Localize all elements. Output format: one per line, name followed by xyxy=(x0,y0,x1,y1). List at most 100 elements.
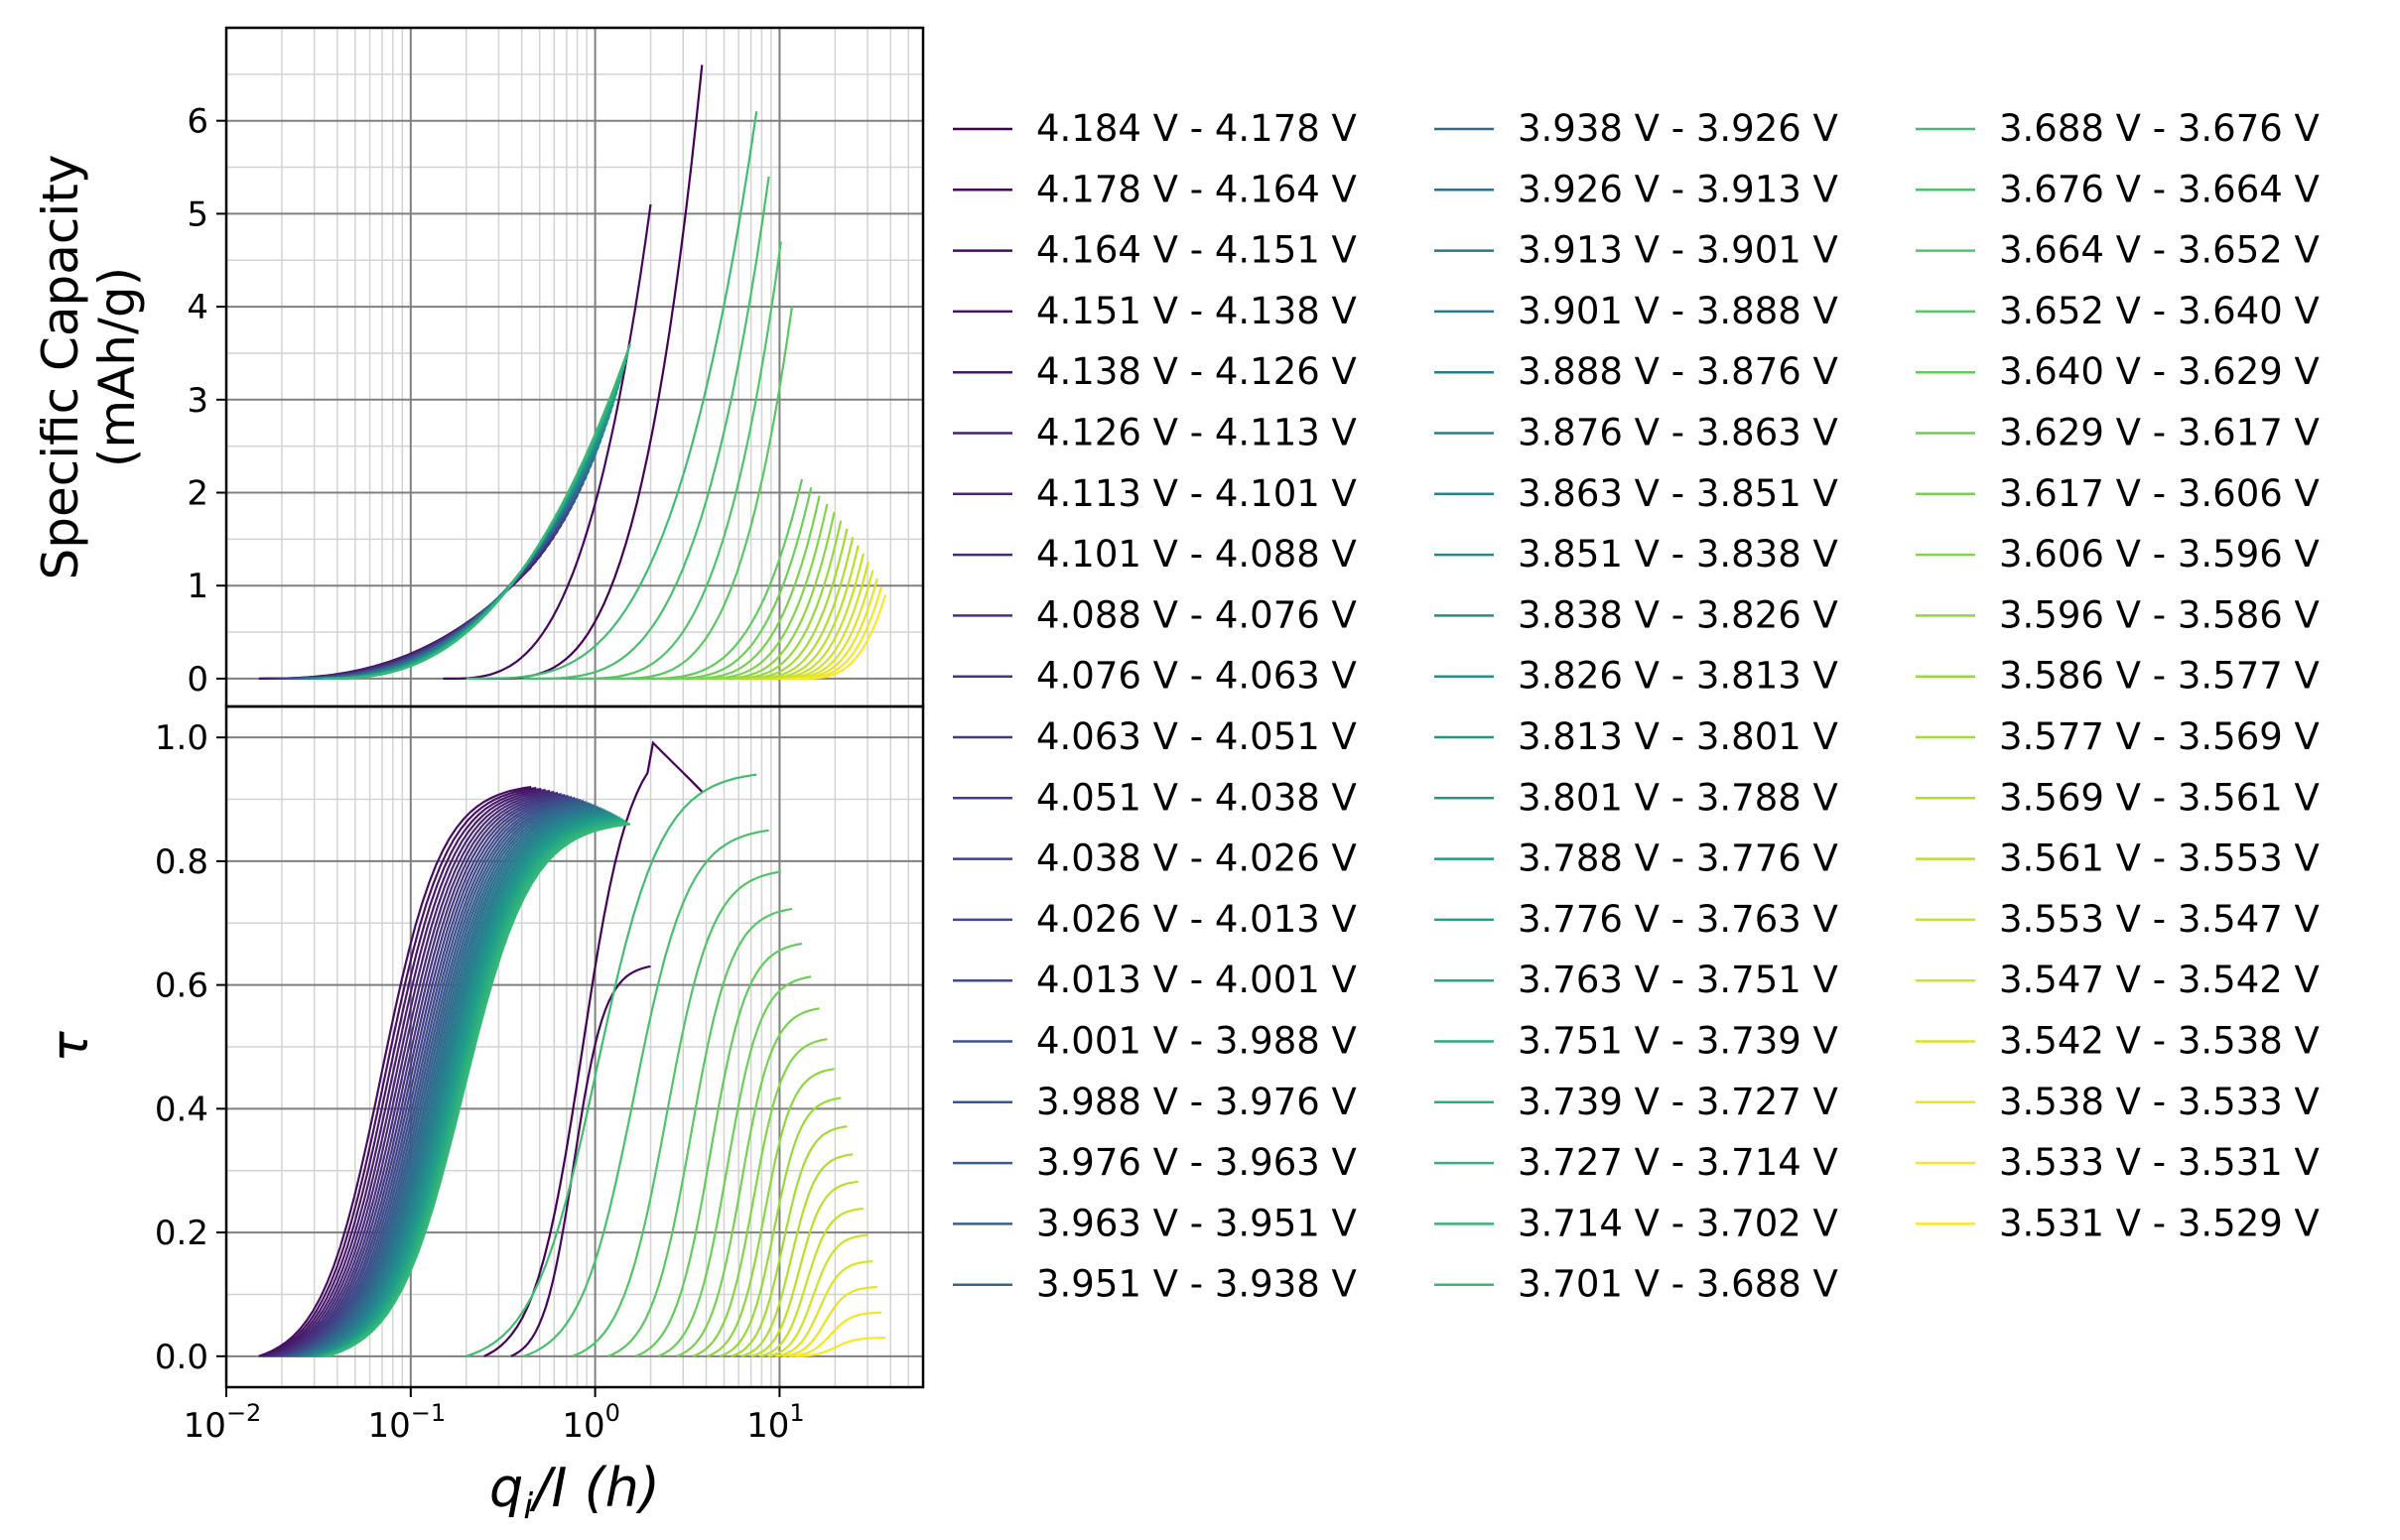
legend-entry: 4.101 V - 4.088 V xyxy=(953,533,1357,576)
tau-series-line xyxy=(657,975,812,1357)
legend-entry: 4.063 V - 4.051 V xyxy=(953,715,1357,758)
legend-label: 4.126 V - 4.113 V xyxy=(1036,412,1357,454)
tau-series-line xyxy=(750,1180,859,1357)
legend-label: 3.561 V - 3.553 V xyxy=(1999,837,2320,880)
legend-label: 4.013 V - 4.001 V xyxy=(1036,959,1357,1001)
tau-series-line xyxy=(466,773,757,1357)
capacity-ylabel-line2: (mAh/g) xyxy=(88,267,146,467)
tau-series-line xyxy=(572,870,781,1357)
legend-label: 3.776 V - 3.763 V xyxy=(1518,898,1838,941)
legend-entry: 3.538 V - 3.533 V xyxy=(1916,1081,2320,1123)
legend-entry: 3.714 V - 3.702 V xyxy=(1434,1202,1838,1244)
legend-label: 4.113 V - 4.101 V xyxy=(1036,472,1357,515)
tau-series xyxy=(258,740,886,1357)
legend-label: 4.101 V - 4.088 V xyxy=(1036,533,1357,576)
legend-entry: 3.569 V - 3.561 V xyxy=(1916,776,2320,819)
x-tick-label: 101 xyxy=(746,1399,805,1446)
y-tick-label: 0 xyxy=(187,660,208,700)
legend-entry: 4.088 V - 4.076 V xyxy=(953,593,1357,636)
legend-entry: 4.051 V - 4.038 V xyxy=(953,776,1357,819)
legend-label: 3.751 V - 3.739 V xyxy=(1518,1020,1838,1063)
legend-label: 3.688 V - 3.676 V xyxy=(1999,107,2320,150)
legend-label: 3.714 V - 3.702 V xyxy=(1518,1202,1838,1244)
tau-series-line xyxy=(314,814,615,1357)
legend-label: 4.138 V - 4.126 V xyxy=(1036,350,1357,393)
legend-entry: 3.851 V - 3.838 V xyxy=(1434,533,1838,576)
legend-entry: 4.184 V - 4.178 V xyxy=(953,107,1357,150)
legend-entry: 3.763 V - 3.751 V xyxy=(1434,959,1838,1001)
capacity-series-line xyxy=(572,241,782,680)
legend-label: 3.640 V - 3.629 V xyxy=(1999,350,2320,393)
legend-label: 4.063 V - 4.051 V xyxy=(1036,715,1357,758)
tau-series-line xyxy=(281,795,569,1357)
legend-label: 3.813 V - 3.801 V xyxy=(1518,715,1838,758)
legend-entry: 3.913 V - 3.901 V xyxy=(1434,229,1838,272)
y-tick-label: 1 xyxy=(187,567,208,606)
legend-label: 3.888 V - 3.876 V xyxy=(1518,350,1838,393)
tau-series-line xyxy=(263,788,542,1357)
capacity-series-line xyxy=(523,176,770,680)
legend-entry: 3.901 V - 3.888 V xyxy=(1434,290,1838,332)
legend-label: 4.001 V - 3.988 V xyxy=(1036,1020,1357,1063)
x-tick-label: 100 xyxy=(562,1399,620,1446)
legend-label: 4.164 V - 4.151 V xyxy=(1036,229,1357,272)
tau-series-line xyxy=(326,823,631,1357)
y-tick-label: 4 xyxy=(187,288,208,327)
legend-label: 3.938 V - 3.926 V xyxy=(1518,107,1838,150)
tau-series-line xyxy=(269,790,551,1357)
tau-series-line xyxy=(274,792,559,1357)
legend-entry: 3.652 V - 3.640 V xyxy=(1916,290,2320,332)
legend-label: 3.963 V - 3.951 V xyxy=(1036,1202,1357,1244)
y-tick-label: 1.0 xyxy=(155,718,208,758)
legend-entry: 3.863 V - 3.851 V xyxy=(1434,472,1838,515)
legend-entry: 4.151 V - 4.138 V xyxy=(953,290,1357,332)
legend-entry: 3.988 V - 3.976 V xyxy=(953,1081,1357,1123)
legend-entry: 3.976 V - 3.963 V xyxy=(953,1141,1357,1184)
legend-label: 3.547 V - 3.542 V xyxy=(1999,959,2320,1001)
legend-entry: 4.164 V - 4.151 V xyxy=(953,229,1357,272)
x-axis-label: qi/I (h) xyxy=(489,1457,660,1527)
legend-label: 3.863 V - 3.851 V xyxy=(1518,472,1838,515)
legend-entry: 3.606 V - 3.596 V xyxy=(1916,533,2320,576)
tau-ylabel: τ xyxy=(41,1031,100,1063)
legend-label: 4.026 V - 4.013 V xyxy=(1036,898,1357,941)
legend-entry: 4.001 V - 3.988 V xyxy=(953,1020,1357,1063)
legend-label: 3.577 V - 3.569 V xyxy=(1999,715,2320,758)
tau-series-line xyxy=(483,740,704,1357)
legend-entry: 3.963 V - 3.951 V xyxy=(953,1202,1357,1244)
tau-series-line xyxy=(692,1038,828,1357)
legend: 4.184 V - 4.178 V 4.178 V - 4.164 V 4.164 … xyxy=(953,107,2320,1306)
tau-series-line xyxy=(278,794,566,1357)
legend-entry: 3.938 V - 3.926 V xyxy=(1434,107,1838,150)
tau-series-line xyxy=(767,1233,868,1357)
legend-entry: 4.113 V - 4.101 V xyxy=(953,472,1357,515)
legend-entry: 3.788 V - 3.776 V xyxy=(1434,837,1838,880)
legend-label: 3.533 V - 3.531 V xyxy=(1999,1141,2320,1184)
legend-label: 3.676 V - 3.664 V xyxy=(1999,168,2320,210)
capacity-y-ticks: 0 1 2 3 4 5 6 xyxy=(187,102,226,700)
y-tick-label: 6 xyxy=(187,102,208,142)
tau-series-line xyxy=(719,1096,842,1357)
tau-series-line xyxy=(635,942,803,1357)
legend-label: 3.606 V - 3.596 V xyxy=(1999,533,2320,576)
capacity-series-line xyxy=(795,594,887,680)
legend-entry: 3.542 V - 3.538 V xyxy=(1916,1020,2320,1063)
legend-entry: 3.688 V - 3.676 V xyxy=(1916,107,2320,150)
legend-label: 4.038 V - 4.026 V xyxy=(1036,837,1357,880)
legend-entry: 3.596 V - 3.586 V xyxy=(1916,593,2320,636)
legend-label: 3.586 V - 3.577 V xyxy=(1999,655,2320,698)
tau-series-line xyxy=(731,1125,848,1357)
tau-series-line xyxy=(305,808,603,1357)
y-tick-label: 0.8 xyxy=(155,842,208,882)
legend-entry: 3.531 V - 3.529 V xyxy=(1916,1202,2320,1244)
legend-entry: 3.926 V - 3.913 V xyxy=(1434,168,1838,210)
x-tick-label: 10−1 xyxy=(367,1399,446,1446)
y-tick-label: 5 xyxy=(187,194,208,234)
tau-series-line xyxy=(291,800,585,1357)
legend-label: 3.788 V - 3.776 V xyxy=(1518,837,1838,880)
tau-series-line xyxy=(293,801,587,1357)
legend-entry: 3.553 V - 3.547 V xyxy=(1916,898,2320,941)
legend-entry: 3.577 V - 3.569 V xyxy=(1916,715,2320,758)
legend-entry: 3.727 V - 3.714 V xyxy=(1434,1141,1838,1184)
legend-label: 4.178 V - 4.164 V xyxy=(1036,168,1357,210)
